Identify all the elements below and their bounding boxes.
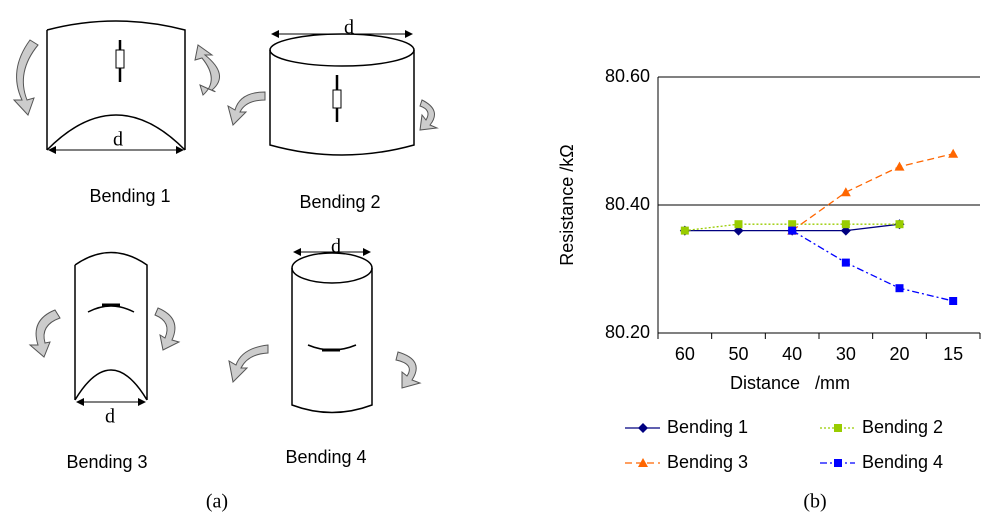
x-tick-label: 30 — [836, 344, 856, 364]
legend-marker — [834, 424, 842, 432]
point — [788, 227, 796, 235]
point — [949, 297, 957, 305]
y-tick-label: 80.40 — [605, 194, 650, 214]
panel-label: Bending 3 — [66, 452, 147, 472]
y-axis-title: Resistance /kΩ — [557, 144, 577, 266]
point — [948, 149, 958, 158]
point — [842, 259, 850, 267]
point — [895, 162, 905, 171]
legend-marker — [638, 423, 648, 433]
cylinder-bending-4 — [229, 252, 420, 413]
x-tick-label: 20 — [889, 344, 909, 364]
legend-label: Bending 4 — [862, 452, 943, 472]
x-tick-label: 15 — [943, 344, 963, 364]
legend-label: Bending 1 — [667, 417, 748, 437]
legend-label: Bending 3 — [667, 452, 748, 472]
dimension-label: d — [105, 406, 115, 428]
y-tick-label: 80.20 — [605, 322, 650, 342]
dimension-label: d — [113, 129, 123, 151]
legend-marker — [834, 459, 842, 467]
panel-label: Bending 2 — [299, 192, 380, 212]
series-line — [792, 231, 953, 301]
caption: (a) — [206, 491, 228, 513]
point — [896, 220, 904, 228]
point — [842, 220, 850, 228]
legend-label: Bending 2 — [862, 417, 943, 437]
point — [735, 220, 743, 228]
figure: d Bending 1 d Bending 2 d Bending 3 d Be… — [0, 0, 982, 521]
point — [841, 187, 851, 196]
dimension-label: d — [344, 17, 354, 39]
panel-label: Bending 4 — [285, 447, 366, 467]
series-line — [792, 154, 953, 231]
point — [681, 227, 689, 235]
panel-label: Bending 1 — [89, 186, 170, 206]
chart: Distance /mm Resistance /kΩ 80.20 80.40 80… — [557, 66, 980, 472]
dimension-label: d — [331, 236, 341, 258]
cylinder-bending-2 — [228, 34, 437, 155]
caption: (b) — [803, 491, 826, 513]
x-axis-title: Distance /mm — [730, 373, 850, 393]
x-tick-label: 40 — [782, 344, 802, 364]
x-tick-label: 60 — [675, 344, 695, 364]
point — [896, 284, 904, 292]
y-tick-label: 80.60 — [605, 66, 650, 86]
x-tick-label: 50 — [728, 344, 748, 364]
cylinder-bending-3 — [30, 253, 179, 403]
